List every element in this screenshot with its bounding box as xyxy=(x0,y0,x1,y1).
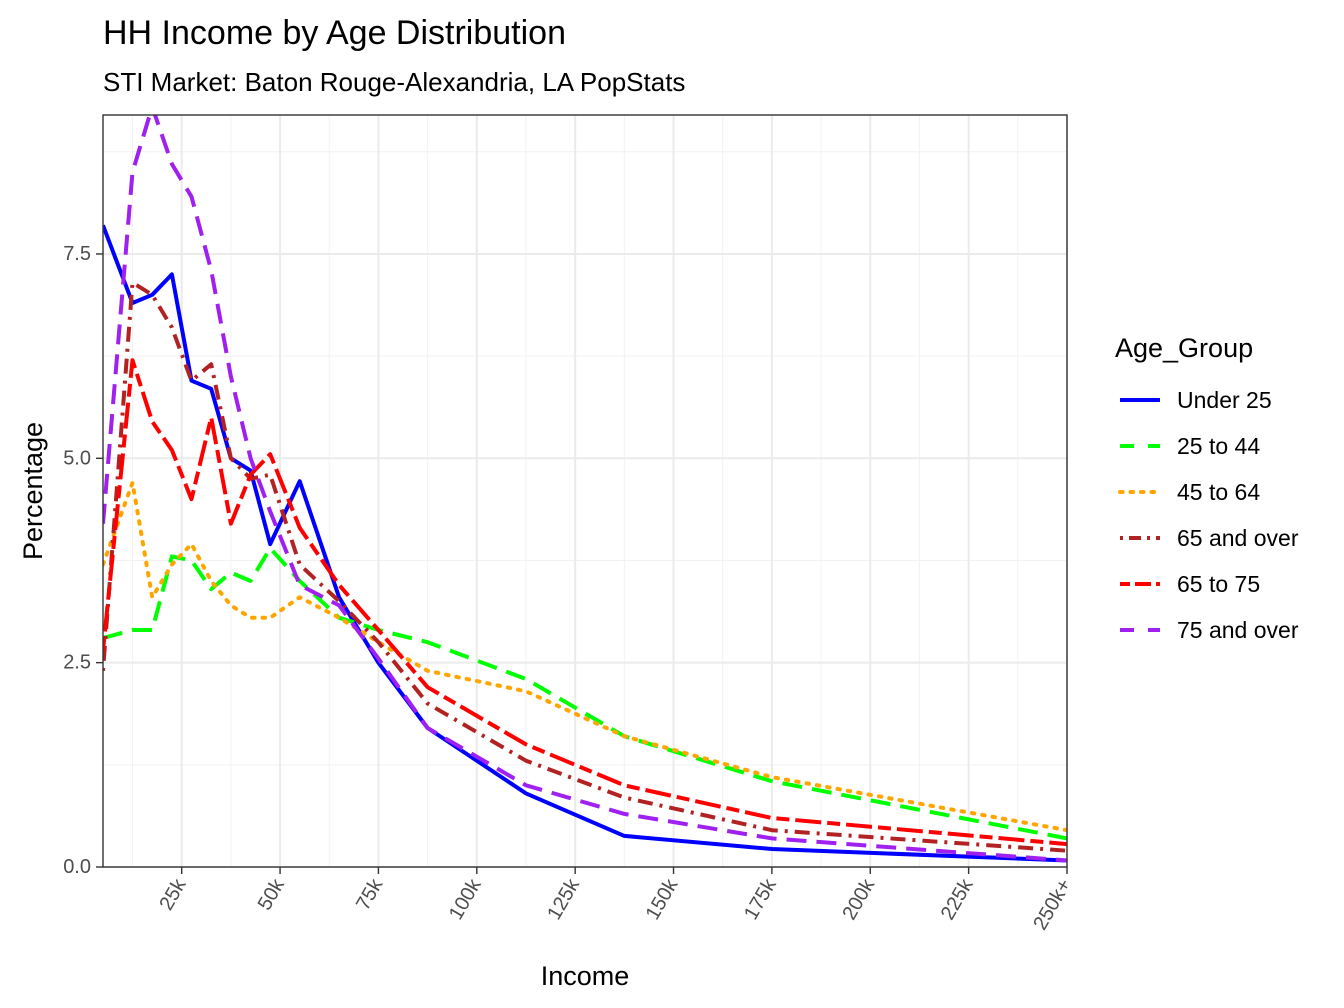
x-tick-label: 150k xyxy=(642,874,683,923)
legend-label: Under 25 xyxy=(1177,387,1272,413)
x-tick-label: 100k xyxy=(445,874,486,923)
legend: Age_Group Under 25 25 to 44 45 to 64 65 and… xyxy=(1115,333,1299,643)
x-tick-label: 200k xyxy=(838,874,879,923)
series-line-65-and-over xyxy=(103,280,1067,853)
x-tick-label: 75k xyxy=(352,874,388,914)
x-tick-label: 125k xyxy=(543,874,584,923)
legend-label: 45 to 64 xyxy=(1177,479,1260,505)
plot-background xyxy=(103,115,1067,867)
series-line-65-to-75 xyxy=(103,358,1067,847)
x-tick-label: 50k xyxy=(254,874,290,914)
legend-label: 65 and over xyxy=(1177,525,1299,551)
chart-title: HH Income by Age Distribution xyxy=(103,14,566,52)
y-tick-label: 0.0 xyxy=(63,856,91,878)
x-axis-title: Income xyxy=(541,961,630,991)
series-line-45-to-64 xyxy=(103,480,1067,833)
plot-panel xyxy=(102,114,1068,868)
series-lines xyxy=(103,115,1067,863)
chart-subtitle: STI Market: Baton Rouge-Alexandria, LA P… xyxy=(103,67,685,97)
x-axis: 25k 50k 75k 100k 125k 150k 175k 200k 225k 250k+ xyxy=(155,867,1076,934)
legend-label: 25 to 44 xyxy=(1177,433,1260,459)
legend-label: 65 to 75 xyxy=(1177,571,1260,597)
y-axis: 0.0 2.5 5.0 7.5 xyxy=(63,243,103,878)
x-tick-label: 225k xyxy=(937,874,978,923)
y-axis-title: Percentage xyxy=(18,422,48,560)
x-tick-label: 250k+ xyxy=(1029,875,1076,934)
series-line-25-to-44 xyxy=(103,546,1067,841)
plot-border xyxy=(102,114,1068,868)
y-tick-label: 5.0 xyxy=(63,447,91,469)
y-tick-label: 7.5 xyxy=(63,243,91,265)
x-tick-label: 25k xyxy=(155,874,191,914)
legend-label: 75 and over xyxy=(1177,617,1299,643)
series-line-under-25 xyxy=(103,224,1067,863)
y-tick-label: 2.5 xyxy=(63,652,91,674)
x-tick-label: 175k xyxy=(740,874,781,923)
series-line-75-and-over xyxy=(103,115,1067,863)
legend-title: Age_Group xyxy=(1115,333,1253,363)
